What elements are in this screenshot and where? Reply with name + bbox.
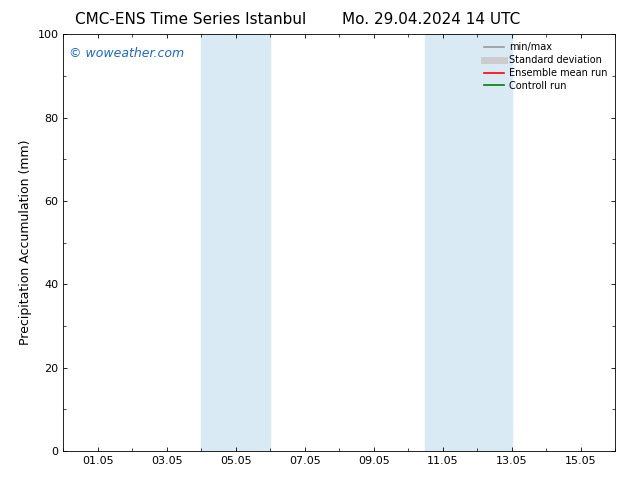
Text: © woweather.com: © woweather.com (69, 47, 184, 60)
Text: CMC-ENS Time Series Istanbul: CMC-ENS Time Series Istanbul (75, 12, 306, 27)
Y-axis label: Precipitation Accumulation (mm): Precipitation Accumulation (mm) (19, 140, 32, 345)
Text: Mo. 29.04.2024 14 UTC: Mo. 29.04.2024 14 UTC (342, 12, 521, 27)
Legend: min/max, Standard deviation, Ensemble mean run, Controll run: min/max, Standard deviation, Ensemble me… (481, 39, 610, 94)
Bar (202, 34, 270, 451)
Bar (425, 34, 512, 451)
